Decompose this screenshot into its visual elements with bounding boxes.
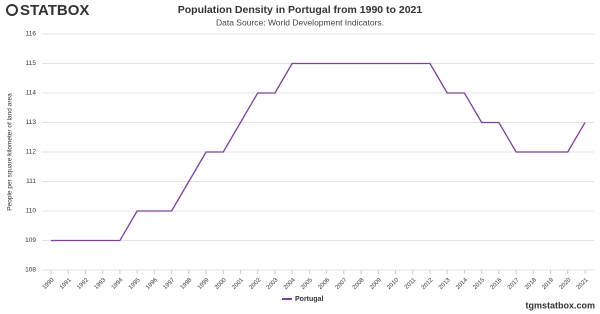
y-tick-label: 108 xyxy=(25,267,36,274)
x-tick-label: 2008 xyxy=(352,277,366,291)
x-tick-label: 2004 xyxy=(283,277,297,291)
x-tick-label: 1998 xyxy=(180,277,194,291)
y-tick-label: 113 xyxy=(26,119,37,126)
x-tick-label: 1996 xyxy=(145,277,159,291)
x-tick-label: 1992 xyxy=(76,277,90,291)
x-tick-label: 1994 xyxy=(111,277,125,291)
x-tick-label: 2018 xyxy=(524,277,538,291)
x-tick-label: 2020 xyxy=(559,277,573,291)
x-tick-label: 1990 xyxy=(42,277,56,291)
y-tick-label: 111 xyxy=(26,178,36,185)
x-tick-label: 2001 xyxy=(231,277,245,291)
footer: tgmstatbox.com xyxy=(525,300,595,310)
x-tick-label: 2016 xyxy=(490,277,504,291)
y-tick-label: 109 xyxy=(25,237,36,244)
logo: STATBOX xyxy=(6,2,89,19)
x-tick-label: 2010 xyxy=(386,277,400,291)
x-tick-label: 1993 xyxy=(94,277,108,291)
line xyxy=(51,62,586,242)
x-tick-label: 1997 xyxy=(162,277,176,291)
y-tick-label: 114 xyxy=(26,90,37,97)
x-tick-label: 2007 xyxy=(335,277,349,291)
y-axis-label: People per square kilometer of land area xyxy=(7,93,14,211)
x-tick-label: 2014 xyxy=(455,277,469,291)
x-tick-label: 1991 xyxy=(59,277,73,291)
legend-label: Portugal xyxy=(295,296,323,303)
x-tick-label: 2006 xyxy=(317,277,331,291)
logo-icon xyxy=(6,4,18,16)
x-tick-label: 2021 xyxy=(576,277,590,291)
x-tick-label: 2005 xyxy=(300,277,314,291)
y-tick-label: 110 xyxy=(26,208,37,215)
x-tick-label: 2012 xyxy=(421,277,435,291)
x-tick-label: 2019 xyxy=(541,277,555,291)
x-tick-label: 2009 xyxy=(369,277,383,291)
x-tick-label: 2003 xyxy=(266,277,280,291)
y-tick-label: 116 xyxy=(26,31,37,38)
x-tick-label: 1995 xyxy=(128,277,142,291)
chart-title: Population Density in Portugal from 1990… xyxy=(178,4,423,16)
brand: STATBOX xyxy=(20,2,89,19)
x-tick-label: 2017 xyxy=(507,277,521,291)
x-tick-label: 2013 xyxy=(438,277,452,291)
x-tick-label: 2015 xyxy=(472,277,486,291)
x-tick-label: 1999 xyxy=(197,277,211,291)
y-tick-label: 112 xyxy=(26,149,37,156)
x-tick-label: 2011 xyxy=(404,277,418,291)
x-tick-label: 2000 xyxy=(214,277,228,291)
chart-subtitle: Data Source: World Development Indicator… xyxy=(216,17,384,27)
y-tick-label: 115 xyxy=(26,60,37,67)
x-tick-label: 2002 xyxy=(249,277,263,291)
